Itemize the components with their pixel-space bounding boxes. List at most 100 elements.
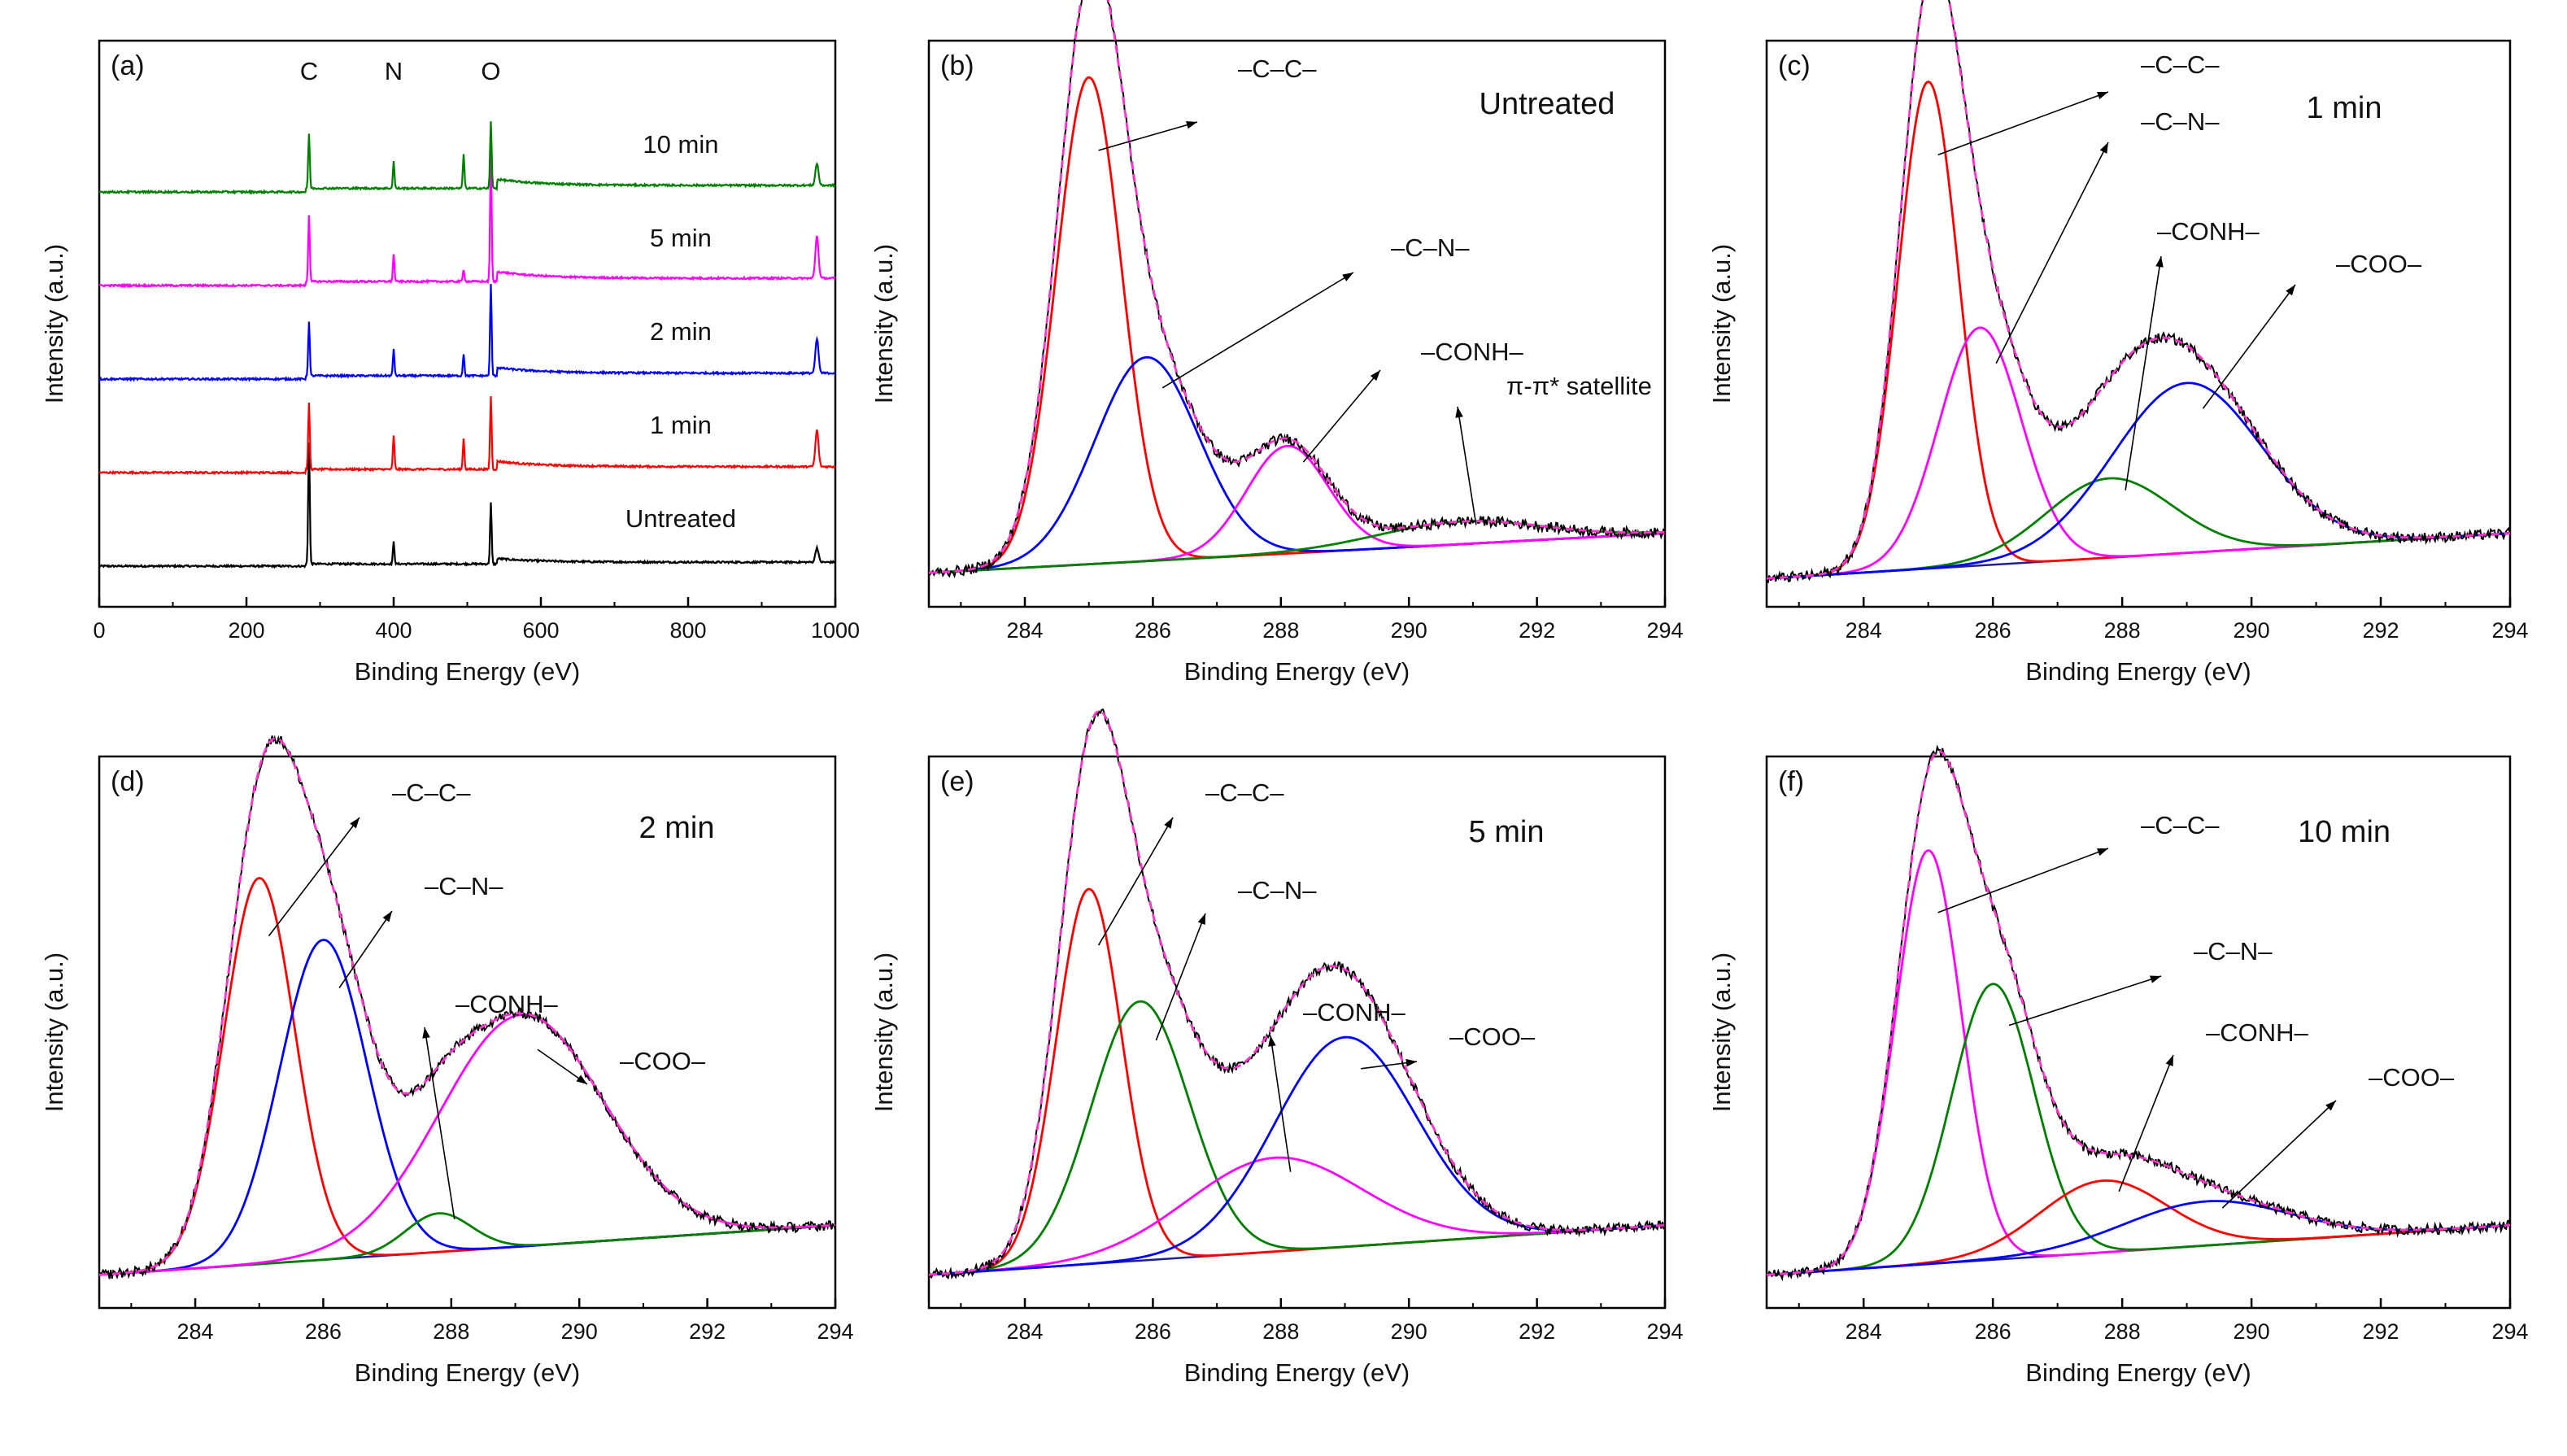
x-tick-label: 286 (1135, 618, 1171, 643)
peak-label: –C–C– (2141, 50, 2220, 79)
peak-label: –C–N– (2194, 937, 2273, 966)
x-tick-label: 294 (817, 1319, 853, 1344)
panel-tag: (f) (1778, 766, 1804, 797)
annotation-arrowhead (1370, 370, 1380, 381)
x-tick-label: 400 (375, 618, 412, 643)
fitted-envelope (928, 0, 1666, 574)
annotation-arrowhead (422, 1027, 430, 1039)
panel-a: 0 200 400 600 800 1000 Binding Energy (eV) Inte… (40, 39, 860, 686)
x-tick-label: 292 (2363, 1319, 2399, 1344)
annotation-arrow (2125, 255, 2162, 490)
x-tick-label: 288 (1262, 618, 1299, 643)
panel-tag: (b) (940, 50, 974, 81)
component-peak (1766, 81, 2511, 580)
x-axis-title: Binding Energy (eV) (2025, 657, 2251, 686)
annotation-arrowhead (2155, 256, 2164, 268)
annotation-arrow (338, 910, 393, 988)
component-peak (98, 1014, 836, 1276)
panel-e: 284 286 288 290 292 294 Binding Energy (eV) Int… (869, 708, 1684, 1387)
annotation-arrowhead (2286, 285, 2295, 296)
annotation-arrowhead (1342, 272, 1353, 281)
peak-label: –COO– (2369, 1063, 2455, 1092)
peak-label: –CONH– (1421, 338, 1524, 366)
component-peak (1766, 477, 2511, 580)
annotation-arrow (1457, 406, 1477, 525)
y-axis-title: Intensity (a.u.) (869, 953, 898, 1112)
x-tick-label: 294 (1646, 618, 1683, 643)
annotation-arrow (2008, 975, 2162, 1027)
annotation-arrow (1937, 848, 2109, 913)
annotation-arrow (1155, 913, 1206, 1041)
panel-title: 1 min (2307, 91, 2382, 125)
fitted-envelope (928, 709, 1666, 1276)
annotation-arrowhead (1164, 817, 1173, 829)
raw-spectrum (1766, 0, 2511, 583)
x-tick-label: 292 (689, 1319, 726, 1344)
x-tick-label: 290 (2234, 1319, 2270, 1344)
annotation-arrowhead (2165, 1055, 2173, 1066)
peak-label: –C–C– (1238, 54, 1317, 83)
annotation-arrowhead (576, 1075, 587, 1084)
component-peak (1766, 381, 2511, 580)
x-tick-label: 1000 (811, 618, 860, 643)
x-axis-title: Binding Energy (eV) (355, 1358, 580, 1387)
peak-label: –COO– (1449, 1022, 1536, 1051)
x-tick-label: 290 (2234, 618, 2270, 643)
annotation-arrowhead (1268, 1035, 1276, 1047)
plot-frame (927, 755, 1667, 1310)
annotation-arrowhead (1455, 407, 1463, 418)
annotation-arrow (1937, 91, 2109, 156)
fitted-envelope (1766, 750, 2511, 1276)
x-tick-label: 286 (1975, 618, 2011, 643)
annotation-arrow (424, 1027, 455, 1219)
x-tick-label: 288 (2104, 1319, 2141, 1344)
panel-d: 284 286 288 290 292 294 Binding Energy (eV) Int… (40, 735, 854, 1387)
peak-label: –CONH– (2206, 1018, 2309, 1047)
x-axis-title: Binding Energy (eV) (1184, 1358, 1410, 1387)
annotation-arrow (2118, 1054, 2174, 1192)
panel-title: 2 min (639, 811, 715, 845)
x-tick-label: 284 (177, 1319, 214, 1344)
x-tick-label: 286 (1135, 1319, 1171, 1344)
y-axis-title: Intensity (a.u.) (1707, 953, 1736, 1112)
annotation-arrowhead (382, 911, 392, 922)
component-peak (928, 1156, 1666, 1276)
peak-label: –CONH– (2157, 217, 2260, 246)
y-axis-title: Intensity (a.u.) (869, 244, 898, 403)
x-tick-label: 284 (1846, 618, 1882, 643)
series-line-10-min (98, 121, 836, 195)
fitted-envelope (98, 737, 836, 1276)
x-axis-title: Binding Energy (eV) (2025, 1358, 2251, 1387)
x-tick-label: 800 (669, 618, 706, 643)
x-tick-label: 294 (2491, 618, 2528, 643)
series-label: 10 min (643, 130, 718, 159)
element-label-n: N (385, 57, 403, 85)
component-peak (928, 1000, 1666, 1276)
x-tick-label: 286 (1975, 1319, 2011, 1344)
series-line-untreated (98, 442, 836, 569)
annotation-arrowhead (2097, 848, 2108, 857)
annotation-arrowhead (2097, 92, 2108, 100)
annotation-arrow (1270, 1035, 1292, 1172)
x-tick-label: 288 (2104, 618, 2141, 643)
series-line-2-min (98, 284, 835, 382)
panel-f: 284 286 288 290 292 294 Binding Energy (eV) Int… (1707, 744, 2529, 1387)
panel-b: 284 286 288 290 292 294 Binding Energy (eV) Int… (869, 0, 1684, 686)
x-tick-label: 294 (1646, 1319, 1683, 1344)
annotation-arrowhead (2150, 975, 2161, 983)
component-peak (929, 76, 1666, 574)
y-axis-title: Intensity (a.u.) (40, 244, 68, 403)
annotation-arrow (2221, 1100, 2337, 1209)
x-tick-label: 290 (1391, 618, 1427, 643)
peak-label: –C–N– (425, 872, 503, 900)
peak-label: –C–N– (1238, 876, 1317, 905)
annotation-arrowhead (1406, 1058, 1417, 1067)
peak-label: –COO– (620, 1047, 706, 1075)
element-label-c: C (300, 57, 318, 85)
series-label: 5 min (650, 224, 712, 252)
peak-label: –COO– (2336, 250, 2422, 278)
annotation-arrowhead (2325, 1101, 2336, 1111)
peak-label: –CONH– (455, 990, 559, 1018)
x-tick-label: 290 (561, 1319, 598, 1344)
